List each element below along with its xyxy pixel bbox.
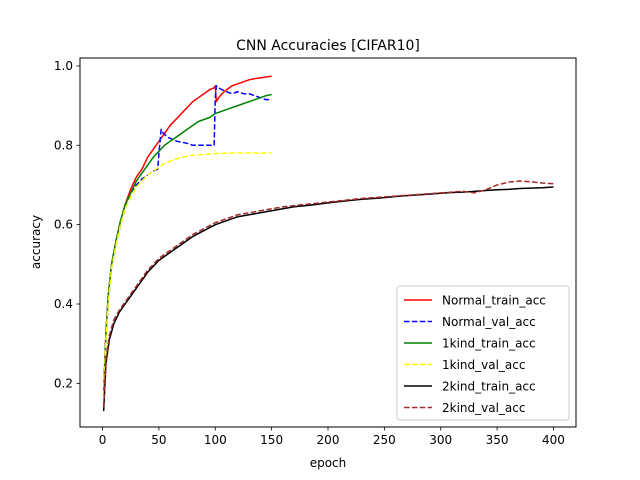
- legend-label-0: Normal_train_acc: [442, 294, 546, 308]
- x-tick-label-5: 250: [373, 433, 396, 447]
- x-tick-label-1: 50: [151, 433, 166, 447]
- legend: Normal_train_acc Normal_val_acc 1kind_trai…: [396, 285, 570, 421]
- chart-title: CNN Accuracies [CIFAR10]: [236, 38, 420, 54]
- legend-label-3: 1kind_val_acc: [442, 358, 525, 372]
- x-tick-label-6: 300: [429, 433, 452, 447]
- x-tick-label-8: 400: [542, 433, 565, 447]
- y-tick-label-3: 0.8: [54, 138, 73, 152]
- x-tick-label-2: 100: [204, 433, 227, 447]
- x-axis-label: epoch: [310, 456, 347, 470]
- legend-label-2: 1kind_train_acc: [442, 337, 536, 351]
- x-axis-ticks: 0 50 100 150 200 250 300 350 400: [99, 427, 565, 447]
- y-tick-label-1: 0.4: [54, 297, 73, 311]
- x-tick-label-7: 350: [486, 433, 509, 447]
- series-line-3: [102, 152, 272, 396]
- series-line-4: [102, 186, 554, 412]
- legend-label-4: 2kind_train_acc: [442, 380, 536, 394]
- series-line-5: [102, 180, 554, 408]
- x-tick-label-4: 200: [317, 433, 340, 447]
- x-tick-label-3: 150: [260, 433, 283, 447]
- y-tick-label-2: 0.6: [54, 218, 73, 232]
- series-line-2: [102, 93, 272, 396]
- y-axis-ticks: 0.2 0.4 0.6 0.8 1.0: [54, 59, 80, 390]
- y-tick-label-4: 1.0: [54, 59, 73, 73]
- legend-label-1: Normal_val_acc: [442, 315, 536, 329]
- plot-lines: [102, 75, 554, 412]
- legend-label-5: 2kind_val_acc: [442, 401, 525, 415]
- y-axis-label: accuracy: [29, 215, 43, 269]
- y-tick-label-0: 0.2: [54, 376, 73, 390]
- legend-box: [396, 285, 570, 421]
- x-tick-label-0: 0: [99, 433, 107, 447]
